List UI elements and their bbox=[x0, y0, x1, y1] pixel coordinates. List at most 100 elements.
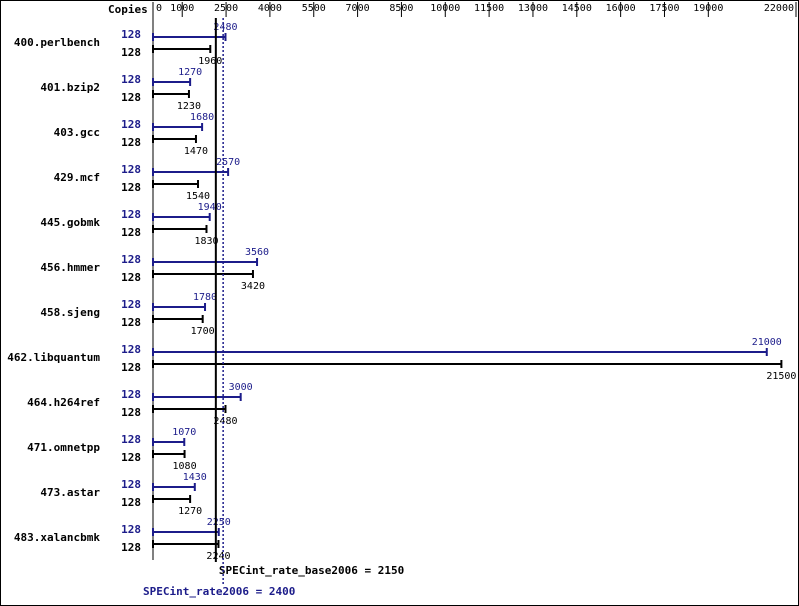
copies-label: 128 bbox=[121, 343, 141, 356]
value-label: 3000 bbox=[229, 382, 253, 393]
bar bbox=[152, 225, 208, 233]
value-label: 1700 bbox=[191, 326, 215, 337]
copies-label: 128 bbox=[121, 91, 141, 104]
category-label: 403.gcc bbox=[54, 126, 100, 139]
bar bbox=[152, 483, 196, 491]
copies-label: 128 bbox=[121, 73, 141, 86]
value-label: 21000 bbox=[752, 337, 782, 348]
bar bbox=[152, 90, 190, 98]
x-tick-label: 14500 bbox=[562, 3, 592, 14]
x-tick-label: 1000 bbox=[170, 3, 194, 14]
x-tick-label: 19000 bbox=[693, 3, 723, 14]
bar bbox=[152, 348, 768, 356]
category-label: 456.hmmer bbox=[40, 261, 100, 274]
value-label: 1540 bbox=[186, 191, 210, 202]
bar bbox=[152, 405, 227, 413]
category-label: 401.bzip2 bbox=[40, 81, 100, 94]
copies-label: 128 bbox=[121, 253, 141, 266]
value-label: 2240 bbox=[206, 551, 230, 562]
x-tick-label: 7000 bbox=[346, 3, 370, 14]
copies-label: 128 bbox=[121, 118, 141, 131]
bar bbox=[152, 33, 227, 41]
value-label: 1230 bbox=[177, 101, 201, 112]
copies-label: 128 bbox=[121, 523, 141, 536]
bar bbox=[152, 495, 192, 503]
bar bbox=[152, 78, 192, 86]
category-label: 429.mcf bbox=[54, 171, 100, 184]
x-tick-label: 13000 bbox=[518, 3, 548, 14]
bar bbox=[152, 315, 204, 323]
x-tick-label: 8500 bbox=[389, 3, 413, 14]
copies-label: 128 bbox=[121, 478, 141, 491]
bar bbox=[152, 393, 242, 401]
value-label: 1270 bbox=[178, 67, 202, 78]
value-label: 3420 bbox=[241, 281, 265, 292]
category-label: 400.perlbench bbox=[14, 36, 100, 49]
x-tick-label: 16000 bbox=[606, 3, 636, 14]
bar bbox=[152, 438, 186, 446]
copies-label: 128 bbox=[121, 451, 141, 464]
copies-header: Copies bbox=[108, 3, 148, 16]
x-tick-label: 22000 bbox=[764, 3, 794, 14]
bar bbox=[152, 528, 220, 536]
x-tick-label: 2500 bbox=[214, 3, 238, 14]
copies-label: 128 bbox=[121, 361, 141, 374]
copies-label: 128 bbox=[121, 541, 141, 554]
value-label: 1070 bbox=[172, 427, 196, 438]
value-label: 2250 bbox=[207, 517, 231, 528]
bar bbox=[152, 360, 783, 368]
category-label: 445.gobmk bbox=[40, 216, 100, 229]
x-tick-label: 11500 bbox=[474, 3, 504, 14]
bar bbox=[152, 450, 186, 458]
value-label: 3560 bbox=[245, 247, 269, 258]
bar bbox=[152, 303, 207, 311]
copies-label: 128 bbox=[121, 496, 141, 509]
copies-label: 128 bbox=[121, 226, 141, 239]
copies-label: 128 bbox=[121, 28, 141, 41]
bar bbox=[152, 213, 211, 221]
value-label: 2480 bbox=[213, 22, 237, 33]
copies-label: 128 bbox=[121, 181, 141, 194]
value-label: 1960 bbox=[198, 56, 222, 67]
copies-label: 128 bbox=[121, 208, 141, 221]
value-label: 1780 bbox=[193, 292, 217, 303]
category-label: 471.omnetpp bbox=[27, 441, 100, 454]
bar bbox=[152, 258, 259, 266]
copies-label: 128 bbox=[121, 316, 141, 329]
copies-label: 128 bbox=[121, 271, 141, 284]
value-label: 1080 bbox=[173, 461, 197, 472]
value-label: 1470 bbox=[184, 146, 208, 157]
copies-label: 128 bbox=[121, 46, 141, 59]
reference-label: SPECint_rate_base2006 = 2150 bbox=[219, 564, 404, 577]
copies-label: 128 bbox=[121, 163, 141, 176]
bar bbox=[152, 540, 220, 548]
x-tick-label: 5500 bbox=[302, 3, 326, 14]
value-label: 2480 bbox=[213, 416, 237, 427]
value-label: 1430 bbox=[183, 472, 207, 483]
bar bbox=[152, 135, 197, 143]
category-label: 458.sjeng bbox=[40, 306, 100, 319]
x-tick-label: 10000 bbox=[430, 3, 460, 14]
bar bbox=[152, 270, 254, 278]
category-label: 462.libquantum bbox=[7, 351, 100, 364]
x-tick-label: 0 bbox=[156, 3, 162, 14]
category-label: 464.h264ref bbox=[27, 396, 100, 409]
bar bbox=[152, 180, 200, 188]
copies-label: 128 bbox=[121, 433, 141, 446]
value-label: 2570 bbox=[216, 157, 240, 168]
copies-label: 128 bbox=[121, 298, 141, 311]
copies-label: 128 bbox=[121, 406, 141, 419]
reference-label: SPECint_rate2006 = 2400 bbox=[143, 585, 295, 598]
category-label: 483.xalancbmk bbox=[14, 531, 100, 544]
value-label: 1940 bbox=[198, 202, 222, 213]
value-label: 21500 bbox=[766, 371, 796, 382]
x-tick-label: 4000 bbox=[258, 3, 282, 14]
value-label: 1270 bbox=[178, 506, 202, 517]
bar bbox=[152, 123, 204, 131]
bar bbox=[152, 45, 212, 53]
category-label: 473.astar bbox=[40, 486, 100, 499]
value-label: 1680 bbox=[190, 112, 214, 123]
value-label: 1830 bbox=[194, 236, 218, 247]
